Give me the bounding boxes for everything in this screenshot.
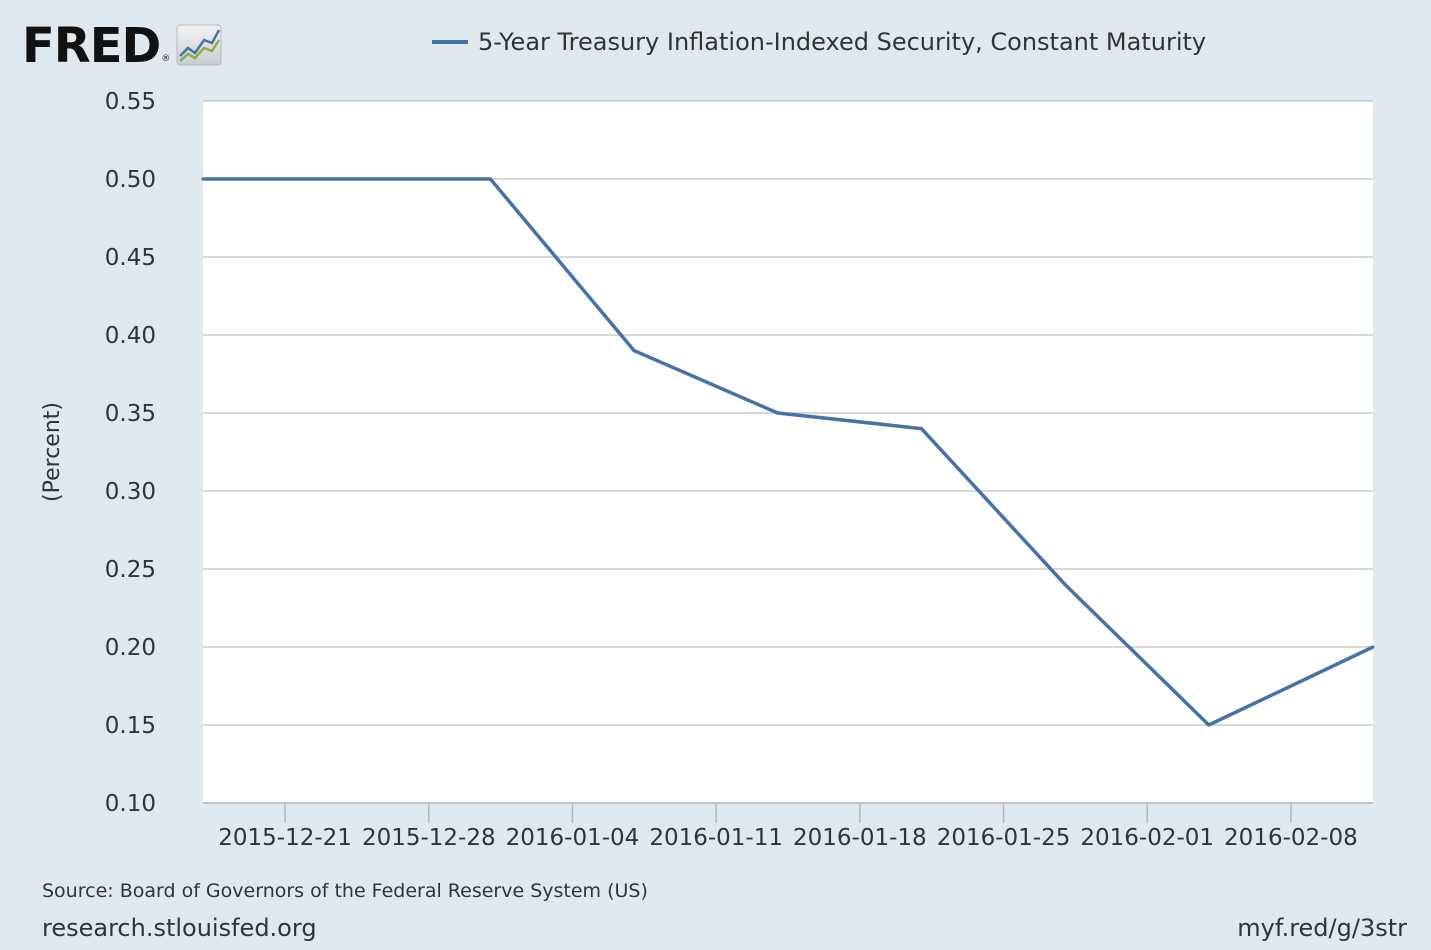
x-tick-label: 2016-01-18 bbox=[793, 825, 927, 851]
source-note: Source: Board of Governors of the Federa… bbox=[42, 880, 648, 902]
y-tick-label: 0.30 bbox=[105, 479, 156, 505]
logo-registered-mark: ® bbox=[161, 54, 171, 64]
y-tick-label: 0.10 bbox=[105, 791, 156, 817]
legend-label: 5-Year Treasury Inflation-Indexed Securi… bbox=[478, 28, 1207, 56]
y-tick-label: 0.25 bbox=[105, 557, 156, 583]
logo-text: FRED bbox=[22, 18, 161, 74]
data-point bbox=[1063, 583, 1067, 587]
y-tick-label: 0.50 bbox=[105, 167, 156, 193]
plot-area bbox=[203, 101, 1373, 803]
data-point bbox=[919, 427, 923, 431]
data-point bbox=[488, 177, 492, 181]
x-tick-label: 2016-01-25 bbox=[937, 825, 1071, 851]
x-tick-label: 2016-02-01 bbox=[1080, 825, 1214, 851]
fred-logo: FRED ® bbox=[22, 22, 222, 70]
y-axis-label: (Percent) bbox=[40, 402, 65, 502]
x-tick-label: 2015-12-21 bbox=[218, 825, 352, 851]
data-point bbox=[345, 177, 349, 181]
short-link: myf.red/g/3str bbox=[1237, 914, 1407, 942]
data-point bbox=[632, 349, 636, 353]
y-tick-label: 0.40 bbox=[105, 323, 156, 349]
y-tick-label: 0.15 bbox=[105, 713, 156, 739]
data-point bbox=[776, 411, 780, 415]
y-tick-label: 0.20 bbox=[105, 635, 156, 661]
line-chart-icon bbox=[176, 24, 222, 66]
data-point bbox=[201, 177, 205, 181]
data-point bbox=[1207, 723, 1211, 727]
x-tick-label: 2016-02-08 bbox=[1224, 825, 1358, 851]
x-tick-label: 2016-01-11 bbox=[649, 825, 783, 851]
x-tick-label: 2015-12-28 bbox=[362, 825, 496, 851]
site-url: research.stlouisfed.org bbox=[42, 914, 317, 942]
y-tick-label: 0.55 bbox=[105, 89, 156, 115]
data-point bbox=[1371, 645, 1375, 649]
legend-swatch bbox=[432, 40, 468, 44]
y-tick-label: 0.35 bbox=[105, 401, 156, 427]
y-tick-label: 0.45 bbox=[105, 245, 156, 271]
x-tick-label: 2016-01-04 bbox=[506, 825, 640, 851]
chart-legend: 5-Year Treasury Inflation-Indexed Securi… bbox=[432, 28, 1206, 56]
